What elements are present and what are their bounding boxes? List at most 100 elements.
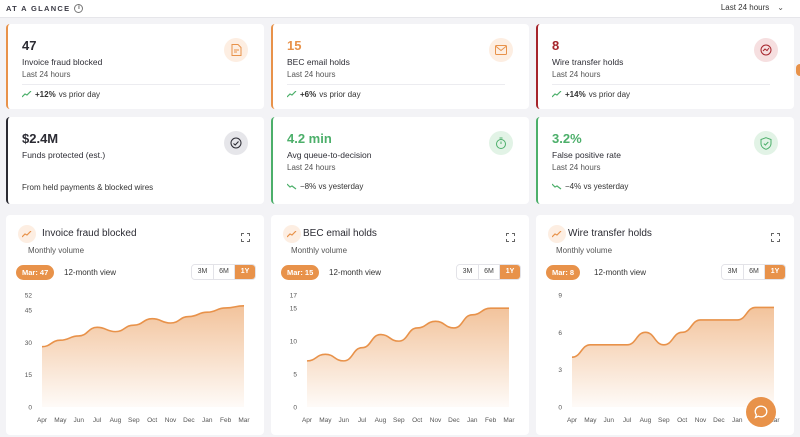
y-tick-label: 0 bbox=[293, 405, 297, 412]
chat-icon bbox=[754, 405, 768, 419]
kpi-label: Funds protected (est.) bbox=[22, 150, 106, 160]
series-line bbox=[571, 306, 774, 359]
invoice-icon bbox=[224, 38, 248, 62]
kpi-label: False positive rate bbox=[552, 150, 621, 160]
chart-card-invoice-fraud: Invoice fraud blocked Monthly volume Mar… bbox=[6, 215, 264, 435]
chart-title: BEC email holds bbox=[303, 228, 377, 239]
range-3m-button[interactable]: 3M bbox=[722, 265, 743, 279]
chart-subtitle: Monthly volume bbox=[28, 246, 85, 255]
chart-subtitle: Monthly volume bbox=[556, 246, 613, 255]
expand-icon[interactable] bbox=[771, 229, 780, 247]
range-1y-button[interactable]: 1Y bbox=[499, 265, 520, 279]
range-3m-button[interactable]: 3M bbox=[457, 265, 478, 279]
x-tick-label: Sep bbox=[658, 417, 670, 424]
x-tick-label: Oct bbox=[412, 417, 422, 424]
kpi-card-bec-holds[interactable]: 15 BEC email holds Last 24 hours +6% vs … bbox=[271, 24, 529, 109]
range-1y-button[interactable]: 1Y bbox=[234, 265, 255, 279]
x-tick-label: Dec bbox=[713, 417, 725, 424]
kpi-value: 47 bbox=[22, 38, 37, 53]
y-tick-label: 6 bbox=[558, 330, 562, 337]
gauge-icon bbox=[224, 131, 248, 155]
chart-card-wire-holds: Wire transfer holds Monthly volume Mar: … bbox=[536, 215, 794, 435]
kpi-value: $2.4M bbox=[22, 131, 59, 146]
chart-title: Wire transfer holds bbox=[568, 228, 652, 239]
range-6m-button[interactable]: 6M bbox=[478, 265, 499, 279]
x-tick-label: Apr bbox=[37, 417, 48, 424]
current-value-pill: Mar: 47 bbox=[16, 265, 55, 280]
kpi-value: 3.2% bbox=[552, 131, 582, 146]
x-tick-label: Sep bbox=[128, 417, 140, 424]
trend-up-icon bbox=[548, 225, 566, 243]
area-chart: 0369AprMayJunJulAugSepOctNovDecJanFebMar bbox=[558, 293, 780, 425]
edge-handle bbox=[796, 64, 800, 76]
x-tick-label: Jul bbox=[93, 417, 102, 424]
x-tick-label: Mar bbox=[238, 417, 250, 424]
range-1y-button[interactable]: 1Y bbox=[764, 265, 785, 279]
series-line bbox=[41, 304, 245, 348]
x-tick-label: Jun bbox=[603, 417, 614, 424]
kpi-period: Last 24 hours bbox=[22, 70, 71, 79]
kpi-period: Last 24 hours bbox=[287, 163, 336, 172]
area-chart: 0 15 30 45 52 Apr May Jun Jul Aug Sep Oct Nov Dec Jan F… bbox=[25, 293, 251, 425]
x-tick-label: Nov bbox=[430, 417, 442, 424]
y-tick-label: 0 bbox=[558, 405, 562, 412]
kpi-card-false-positive[interactable]: 3.2% False positive rate Last 24 hours −… bbox=[536, 117, 794, 204]
expand-icon[interactable] bbox=[241, 229, 250, 247]
kpi-period: Last 24 hours bbox=[552, 163, 601, 172]
trend-up-icon bbox=[22, 91, 32, 98]
current-value-pill: Mar: 8 bbox=[546, 265, 581, 280]
kpi-value: 8 bbox=[552, 38, 560, 53]
x-tick-label: Feb bbox=[220, 417, 232, 424]
x-tick-label: Feb bbox=[485, 417, 497, 424]
kpi-note: From held payments & blocked wires bbox=[22, 183, 153, 192]
trend-text: vs prior day bbox=[588, 90, 631, 99]
x-tick-label: Apr bbox=[567, 417, 578, 424]
kpi-label: Wire transfer holds bbox=[552, 57, 624, 67]
info-icon[interactable]: i bbox=[74, 4, 84, 13]
y-tick-label: 15 bbox=[290, 306, 298, 313]
chart-subtitle: Monthly volume bbox=[291, 246, 348, 255]
y-tick-label: 15 bbox=[25, 372, 33, 379]
shield-check-icon bbox=[754, 131, 778, 155]
range-6m-button[interactable]: 6M bbox=[213, 265, 234, 279]
kpi-card-wire-holds[interactable]: 8 Wire transfer holds Last 24 hours +14%… bbox=[536, 24, 794, 109]
y-tick-label: 9 bbox=[558, 293, 562, 300]
y-tick-label: 45 bbox=[25, 308, 33, 315]
expand-icon[interactable] bbox=[506, 229, 515, 247]
kpi-card-funds-protected[interactable]: $2.4M Funds protected (est.) From held p… bbox=[6, 117, 264, 204]
y-tick-label: 5 bbox=[293, 372, 297, 379]
kpi-period: Last 24 hours bbox=[287, 70, 336, 79]
trend-down-icon bbox=[287, 183, 297, 190]
section-title: AT A GLANCE bbox=[6, 4, 71, 13]
chat-button[interactable] bbox=[746, 397, 776, 427]
x-tick-label: Aug bbox=[640, 417, 652, 424]
kpi-label: Avg queue-to-decision bbox=[287, 150, 372, 160]
kpi-card-invoice-fraud[interactable]: 47 Invoice fraud blocked Last 24 hours +… bbox=[6, 24, 264, 109]
trend-value: +6% bbox=[300, 90, 317, 99]
x-tick-label: Mar bbox=[503, 417, 515, 424]
x-tick-label: May bbox=[54, 417, 67, 424]
time-range-value: Last 24 hours bbox=[720, 3, 770, 12]
trend-up-icon bbox=[287, 91, 297, 98]
x-tick-label: Jan bbox=[202, 417, 213, 424]
range-3m-button[interactable]: 3M bbox=[192, 265, 213, 279]
range-toggle: 3M 6M 1Y bbox=[721, 264, 786, 280]
x-tick-label: Jul bbox=[623, 417, 632, 424]
x-tick-label: Sep bbox=[393, 417, 405, 424]
x-tick-label: Nov bbox=[165, 417, 177, 424]
divider bbox=[287, 84, 505, 85]
area-chart: 0 5 10 15 17 Apr May Jun Jul Aug Sep Oct Nov Dec Jan Fe… bbox=[290, 293, 516, 425]
time-range-select[interactable]: Last 24 hours ⌄ bbox=[721, 3, 784, 12]
chart-card-bec-holds: BEC email holds Monthly volume Mar: 15 1… bbox=[271, 215, 529, 435]
kpi-trend: +12% vs prior day bbox=[22, 90, 100, 99]
range-6m-button[interactable]: 6M bbox=[743, 265, 764, 279]
kpi-trend: −8% vs yesterday bbox=[287, 182, 363, 191]
trend-text: −4% vs yesterday bbox=[565, 182, 629, 191]
trend-up-icon bbox=[18, 225, 36, 243]
kpi-trend: −4% vs yesterday bbox=[552, 182, 628, 191]
series-line bbox=[306, 307, 509, 362]
kpi-value: 4.2 min bbox=[287, 131, 332, 146]
kpi-card-queue-to-decision[interactable]: 4.2 min Avg queue-to-decision Last 24 ho… bbox=[271, 117, 529, 204]
kpi-period: Last 24 hours bbox=[552, 70, 601, 79]
x-tick-label: Aug bbox=[375, 417, 387, 424]
